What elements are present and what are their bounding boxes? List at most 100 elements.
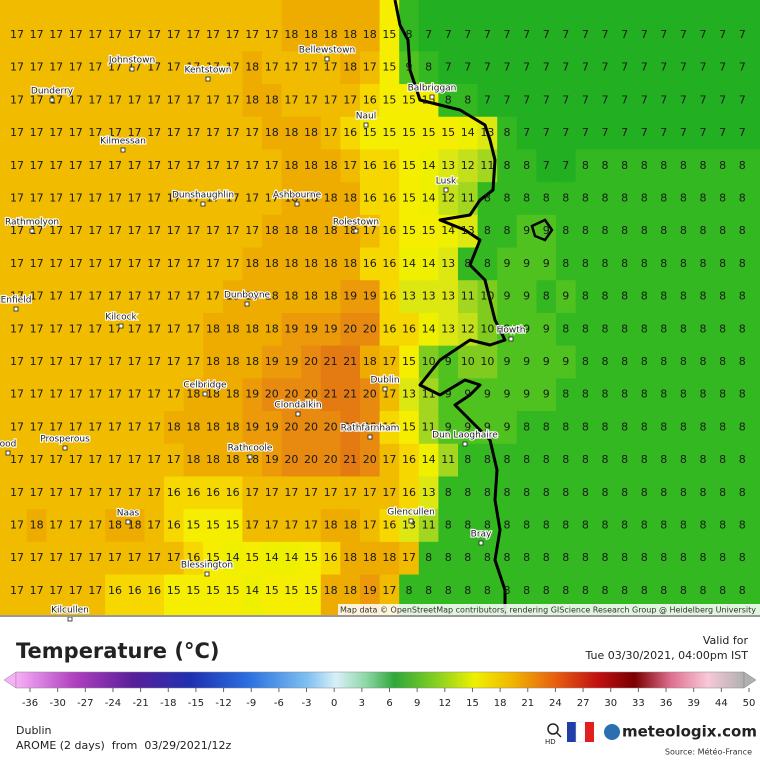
temperature-value: 19 [245, 388, 259, 401]
temperature-cell [614, 51, 635, 85]
temperature-value: 8 [562, 486, 569, 499]
temperature-cell [418, 149, 439, 183]
temperature-value: 8 [621, 453, 628, 466]
place-marker [367, 434, 373, 440]
temperature-cell [203, 574, 224, 617]
temperature-cell [340, 116, 361, 150]
temperature-value: 18 [324, 584, 338, 597]
temperature-cell [399, 312, 420, 347]
temperature-value: 18 [324, 519, 338, 532]
temperature-cell [222, 280, 243, 314]
temperature-cell [458, 182, 479, 216]
temperature-value: 21 [324, 388, 338, 401]
temperature-value: 8 [660, 290, 667, 303]
temperature-value: 18 [206, 453, 220, 466]
temperature-value: 15 [304, 551, 318, 564]
attribution: Map data © OpenStreetMap contributors, r… [340, 606, 756, 615]
brand[interactable]: meteologix.com [622, 723, 757, 741]
temperature-value: 18 [304, 28, 318, 41]
temperature-value: 17 [167, 322, 181, 335]
temperature-cell [634, 312, 655, 347]
temperature-value: 18 [108, 519, 122, 532]
temperature-cell [693, 312, 714, 347]
temperature-cell [516, 378, 537, 412]
temperature-value: 8 [641, 584, 648, 597]
temperature-value: 15 [402, 420, 416, 433]
temperature-value: 10 [480, 355, 494, 368]
temperature-cell [399, 280, 420, 314]
temperature-value: 18 [304, 257, 318, 270]
search-icon-handle [556, 732, 562, 738]
temperature-cell [301, 443, 322, 477]
temperature-value: 17 [30, 224, 44, 237]
temperature-value: 17 [10, 28, 24, 41]
temperature-value: 17 [30, 126, 44, 139]
temperature-cell [595, 509, 616, 543]
temperature-value: 7 [523, 28, 530, 41]
temperature-value: 15 [304, 584, 318, 597]
temperature-value: 8 [543, 453, 550, 466]
temperature-cell [183, 509, 204, 543]
place-marker [353, 228, 359, 234]
temperature-cell [497, 378, 518, 412]
island [530, 218, 554, 242]
temperature-value: 7 [523, 61, 530, 74]
temperature-value: 8 [719, 355, 726, 368]
temperature-cell [183, 51, 204, 85]
temperature-value: 16 [382, 420, 396, 433]
temperature-value: 17 [69, 257, 83, 270]
temperature-cell [340, 84, 361, 118]
temperature-cell [399, 84, 420, 118]
temperature-cell [66, 574, 87, 617]
source: Source: Météo-France [665, 747, 752, 757]
temperature-cell [281, 411, 302, 445]
temperature-value: 17 [147, 453, 161, 466]
temperature-cell [320, 312, 341, 347]
temperature-value: 8 [562, 519, 569, 532]
temperature-value: 7 [700, 126, 707, 139]
temperature-cell [712, 247, 733, 281]
temperature-value: 8 [739, 224, 746, 237]
temperature-cell [320, 443, 341, 477]
temperature-cell [497, 443, 518, 477]
temperature-value: 17 [206, 93, 220, 106]
temperature-cell [614, 182, 635, 216]
temperature-value: 8 [562, 224, 569, 237]
temperature-cell [399, 509, 420, 543]
temperature-value: 17 [69, 290, 83, 303]
place-label: Dublin [370, 376, 399, 386]
temperature-value: 8 [621, 388, 628, 401]
place-label: Rathfarnham [341, 424, 400, 434]
temperature-value: 18 [324, 28, 338, 41]
temperature-cell [46, 509, 67, 543]
temperature-value: 9 [543, 322, 550, 335]
temperature-value: 17 [30, 551, 44, 564]
temperature-cell [0, 182, 28, 216]
temperature-value: 7 [484, 28, 491, 41]
temperature-cell [673, 476, 694, 510]
temperature-value: 18 [343, 224, 357, 237]
temperature-cell [144, 182, 165, 216]
temperature-cell [712, 476, 733, 510]
temperature-cell [85, 0, 106, 52]
temperature-cell [340, 378, 361, 412]
temperature-cell [222, 345, 243, 379]
temperature-value: 7 [739, 61, 746, 74]
temperature-cell [575, 345, 596, 379]
colorbar-tick-label: -21 [132, 698, 148, 709]
temperature-cell [360, 214, 381, 249]
temperature-cell [66, 149, 87, 183]
colorbar-tick-label: -30 [49, 698, 65, 709]
temperature-value: 17 [10, 61, 24, 74]
temperature-value: 16 [226, 486, 240, 499]
temperature-cell [124, 312, 145, 347]
temperature-cell [85, 509, 106, 543]
temperature-cell [614, 378, 635, 412]
temperature-value: 17 [147, 224, 161, 237]
temperature-value: 14 [422, 322, 436, 335]
temperature-cell [458, 280, 479, 314]
temperature-cell [575, 443, 596, 477]
temperature-value: 20 [363, 420, 377, 433]
temperature-value: 17 [186, 93, 200, 106]
temperature-value: 17 [49, 584, 63, 597]
